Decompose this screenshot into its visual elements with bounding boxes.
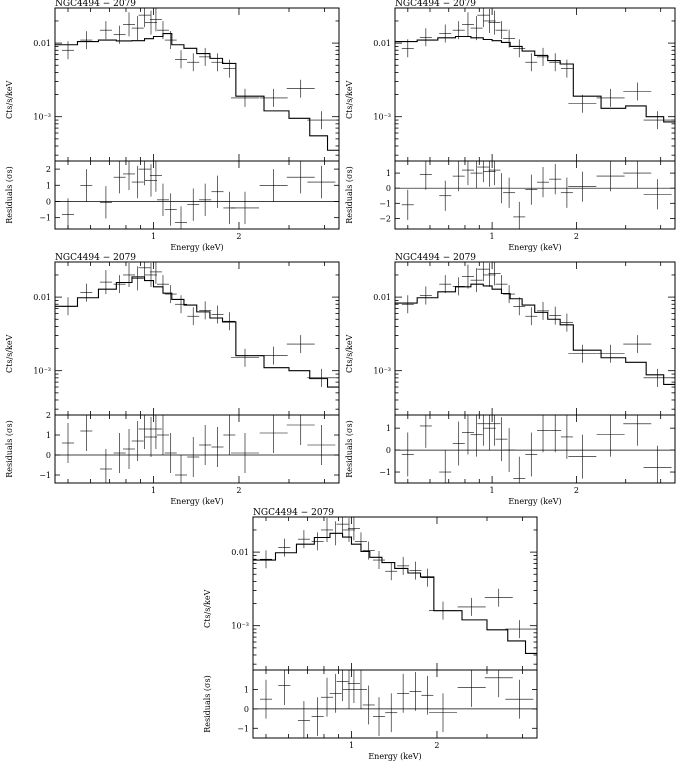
y-tick-label: 10⁻³ bbox=[231, 622, 249, 631]
x-axis-label: Energy (keV) bbox=[170, 243, 223, 252]
spectrum-frame bbox=[54, 261, 340, 416]
res-tick-label: −1 bbox=[39, 471, 51, 480]
res-tick-label: 0 bbox=[386, 184, 391, 193]
residual-frame bbox=[252, 669, 538, 739]
res-axis-label: Residuals (σs) bbox=[345, 420, 354, 477]
y-axis-label: Cts/s/keV bbox=[5, 80, 14, 119]
panel-title: NGC4494 − 2079 bbox=[55, 0, 136, 9]
x-tick-label: 1 bbox=[151, 486, 156, 495]
x-axis-label: Energy (keV) bbox=[508, 243, 561, 252]
res-tick-label: 1 bbox=[386, 169, 391, 178]
panel-title: NGC4494 − 2079 bbox=[55, 253, 136, 263]
model-step-line bbox=[395, 283, 675, 386]
residual-frame bbox=[394, 414, 676, 484]
panel-title: NGC4494 − 2079 bbox=[395, 0, 476, 9]
x-tick-label: 1 bbox=[151, 232, 156, 241]
res-tick-label: 1 bbox=[46, 431, 51, 440]
res-tick-label: 0 bbox=[46, 197, 51, 206]
y-tick-label: 0.01 bbox=[231, 548, 249, 557]
spectrum-panel-1: NGC4494 − 2079 1 2 Energy (keV) 0.01 10⁻³ Cts/… bbox=[5, 0, 340, 252]
residual-frame bbox=[54, 160, 340, 230]
y-axis-label: Cts/s/keV bbox=[345, 334, 354, 373]
y-tick-label: 0.01 bbox=[373, 293, 391, 302]
x-axis-label: Energy (keV) bbox=[508, 497, 561, 506]
y-axis-label: Cts/s/keV bbox=[203, 589, 212, 628]
y-tick-label: 10⁻³ bbox=[33, 113, 51, 122]
x-tick-label: 2 bbox=[434, 741, 439, 750]
res-tick-label: 0 bbox=[244, 705, 249, 714]
spectrum-panel-3: NGC4494 − 2079 1 2 Energy (keV) 0.01 10⁻³ Cts/… bbox=[5, 253, 340, 506]
res-tick-label: 1 bbox=[244, 685, 249, 694]
x-tick-label: 2 bbox=[236, 232, 241, 241]
y-axis-label: Cts/s/keV bbox=[5, 334, 14, 373]
spectrum-frame bbox=[54, 7, 340, 162]
spectrum-panel-4: NGC4494 − 2079 1 2 Energy (keV) 0.01 10⁻³ Cts/… bbox=[345, 253, 676, 506]
y-axis-label: Cts/s/keV bbox=[345, 80, 354, 119]
panel-title: NGC4494 − 2079 bbox=[253, 508, 334, 518]
res-axis-label: Residuals (σs) bbox=[345, 166, 354, 223]
res-tick-label: 0 bbox=[386, 446, 391, 455]
res-tick-label: 2 bbox=[46, 411, 51, 420]
x-tick-label: 2 bbox=[574, 486, 579, 495]
res-tick-label: −1 bbox=[379, 468, 391, 477]
y-tick-label: 10⁻³ bbox=[33, 367, 51, 376]
spectrum-frame bbox=[394, 261, 676, 416]
res-tick-label: 2 bbox=[46, 165, 51, 174]
x-tick-label: 2 bbox=[236, 486, 241, 495]
res-tick-label: −2 bbox=[379, 214, 391, 223]
y-tick-label: 0.01 bbox=[373, 39, 391, 48]
y-tick-label: 10⁻³ bbox=[373, 113, 391, 122]
y-tick-label: 0.01 bbox=[33, 39, 51, 48]
residual-frame bbox=[394, 160, 676, 230]
x-axis-label: Energy (keV) bbox=[170, 497, 223, 506]
res-tick-label: 1 bbox=[46, 181, 51, 190]
model-step-line bbox=[253, 532, 537, 654]
residual-frame bbox=[54, 414, 340, 484]
res-tick-label: −1 bbox=[379, 199, 391, 208]
x-tick-label: 1 bbox=[349, 741, 354, 750]
y-tick-label: 10⁻³ bbox=[373, 367, 391, 376]
spectrum-panel-5: NGC4494 − 2079 1 2 Energy (keV) 0.01 10⁻³ Cts/… bbox=[203, 508, 538, 761]
x-tick-label: 1 bbox=[490, 486, 495, 495]
x-tick-label: 2 bbox=[574, 232, 579, 241]
panel-title: NGC4494 − 2079 bbox=[395, 253, 476, 263]
res-tick-label: 0 bbox=[46, 451, 51, 460]
res-axis-label: Residuals (σs) bbox=[203, 675, 212, 732]
x-axis-label: Energy (keV) bbox=[368, 752, 421, 761]
spectrum-panel-2: NGC4494 − 2079 1 2 Energy (keV) 0.01 10⁻³ Cts/… bbox=[345, 0, 676, 252]
model-step-line bbox=[395, 35, 675, 123]
x-tick-label: 1 bbox=[490, 232, 495, 241]
spectrum-frame bbox=[252, 516, 538, 671]
model-step-line bbox=[55, 276, 339, 388]
res-tick-label: −1 bbox=[39, 214, 51, 223]
res-axis-label: Residuals (σs) bbox=[5, 420, 14, 477]
model-step-line bbox=[55, 32, 339, 151]
y-tick-label: 0.01 bbox=[33, 293, 51, 302]
res-tick-label: −1 bbox=[237, 724, 249, 733]
res-axis-label: Residuals (σs) bbox=[5, 166, 14, 223]
spectrum-frame bbox=[394, 7, 676, 162]
res-tick-label: 1 bbox=[386, 424, 391, 433]
